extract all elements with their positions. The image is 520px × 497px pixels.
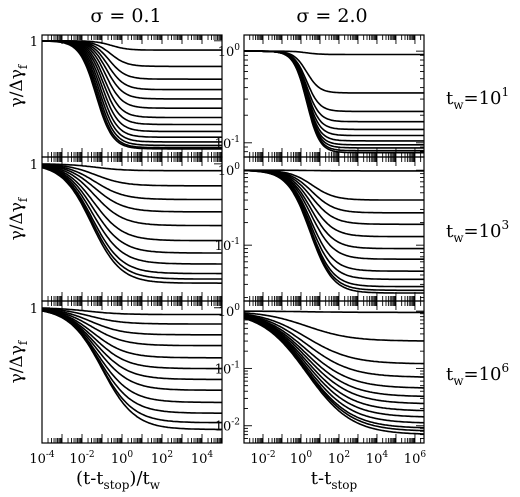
series-curve	[41, 308, 222, 336]
x-tick-label: 10-4	[29, 450, 55, 467]
series-curve	[243, 317, 425, 435]
series-curve	[244, 50, 424, 149]
x-tick-label: 104	[191, 450, 214, 467]
y-axis-label: γ/Δγf	[7, 339, 30, 383]
series-curve	[243, 169, 424, 294]
y-tick-label: 100	[218, 303, 241, 320]
series-curve	[42, 163, 222, 187]
y-tick-label: 1	[30, 158, 38, 173]
y-tick-label: 1	[30, 302, 38, 317]
panel-3: 1	[30, 156, 223, 302]
panel-6: 100 10-1 10-2 10-2 100 102 104 106	[215, 300, 427, 467]
row-label-tw: tw=101	[446, 85, 509, 112]
series-curve	[243, 169, 424, 260]
series-curve	[41, 166, 222, 275]
series-curve	[244, 169, 424, 272]
series-curve	[244, 169, 424, 238]
series-curve	[243, 313, 424, 365]
series-curve	[243, 314, 424, 378]
y-axis-label: γ/Δγf	[7, 63, 30, 107]
y-axis-label: γ/Δγf	[7, 196, 30, 240]
column-title-sigma-0.1: σ = 0.1	[90, 5, 161, 27]
series-curve	[244, 169, 424, 226]
series-curve	[41, 166, 222, 284]
series-curve	[243, 316, 425, 412]
series-curve	[243, 169, 424, 292]
series-curve	[244, 50, 424, 154]
series-curve	[41, 308, 222, 347]
series-curve	[244, 50, 424, 142]
series-curve	[42, 40, 222, 109]
row-label-tw: tw=103	[446, 218, 509, 245]
column-title-sigma-2.0: σ = 2.0	[296, 5, 367, 27]
series-curve	[244, 310, 424, 314]
series-curve	[42, 40, 222, 150]
y-tick-label: 10-2	[215, 418, 240, 435]
x-axis-label-right: t-tstop	[311, 468, 358, 492]
series-curve	[41, 309, 222, 359]
x-tick-label: 100	[111, 450, 134, 467]
series-curve	[41, 164, 222, 227]
series-curve	[41, 310, 222, 424]
series-curve	[243, 315, 425, 405]
y-tick-label: 10-1	[215, 360, 240, 377]
series-curve	[41, 164, 222, 213]
series-curve	[243, 314, 424, 389]
series-curve	[41, 310, 222, 414]
series-curve	[244, 169, 424, 172]
series-curve	[244, 50, 424, 146]
series-curve	[244, 50, 424, 131]
series-curve	[41, 166, 222, 265]
series-curve	[42, 40, 222, 126]
series-curve	[42, 40, 222, 143]
panel-5: 1 10-4 10-2 100 102 104	[29, 300, 223, 467]
panel-1: 1	[30, 34, 223, 158]
series-curve	[41, 309, 222, 370]
series-curve	[41, 165, 222, 254]
panel-frame	[41, 300, 223, 444]
x-tick-label: 104	[366, 450, 389, 467]
y-tick-label: 1	[30, 35, 38, 50]
panel-2: 100 10-1	[215, 34, 425, 158]
x-tick-label: 102	[328, 450, 350, 467]
series-curve	[41, 165, 222, 242]
y-tick-label: 100	[218, 162, 241, 179]
series-curve	[244, 50, 424, 113]
series-curve	[42, 163, 222, 172]
x-axis-label-left: (t-tstop)/tw	[76, 468, 161, 492]
x-tick-label: 106	[404, 450, 427, 467]
y-tick-label: 10-1	[215, 135, 240, 152]
series-curve	[243, 316, 424, 418]
series-curve	[244, 169, 424, 201]
x-tick-label: 10-2	[250, 450, 275, 467]
series-curve	[42, 40, 222, 80]
series-curve	[41, 307, 222, 325]
row-label-tw: tw=106	[446, 361, 509, 388]
x-tick-label: 102	[151, 450, 173, 467]
series-curve	[243, 312, 424, 342]
series-curve	[244, 50, 424, 94]
y-tick-label: 100	[218, 43, 241, 60]
series-curve	[41, 309, 222, 391]
series-curve	[243, 315, 424, 398]
series-curve	[244, 169, 424, 214]
x-tick-label: 10-2	[69, 450, 94, 467]
y-tick-label: 10-1	[215, 237, 240, 254]
panel-frame	[243, 300, 425, 444]
series-curve	[41, 309, 222, 381]
series-curve	[41, 166, 222, 280]
panel-4: 100 10-1	[215, 156, 425, 302]
series-curve	[41, 310, 222, 431]
series-curve	[42, 164, 222, 201]
panel-frame	[243, 34, 425, 158]
series-curve	[41, 307, 222, 316]
x-tick-label: 100	[290, 450, 313, 467]
